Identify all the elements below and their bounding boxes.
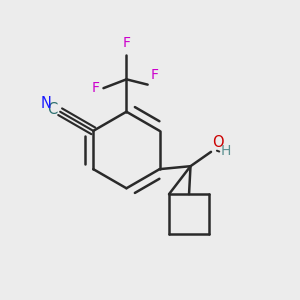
Text: F: F xyxy=(151,68,159,82)
Text: F: F xyxy=(92,81,100,95)
Text: N: N xyxy=(41,96,52,111)
Text: C: C xyxy=(47,102,58,117)
Text: H: H xyxy=(220,144,231,158)
Text: F: F xyxy=(122,37,130,50)
Text: O: O xyxy=(212,135,224,150)
